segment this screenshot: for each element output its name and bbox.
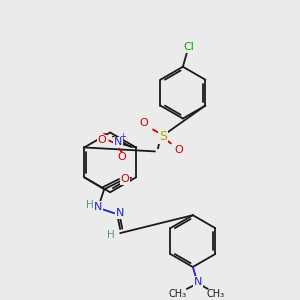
Text: N: N bbox=[194, 277, 202, 287]
Text: +: + bbox=[120, 132, 127, 141]
Text: O: O bbox=[98, 136, 106, 146]
Text: O: O bbox=[140, 118, 148, 128]
Text: Cl: Cl bbox=[183, 42, 194, 52]
Text: CH₃: CH₃ bbox=[169, 289, 187, 299]
Text: H: H bbox=[86, 200, 94, 210]
Text: O: O bbox=[175, 146, 183, 155]
Text: O: O bbox=[118, 152, 127, 162]
Text: N: N bbox=[116, 208, 124, 218]
Text: N: N bbox=[94, 202, 102, 212]
Text: H: H bbox=[107, 230, 115, 240]
Text: −: − bbox=[102, 130, 110, 140]
Text: S: S bbox=[159, 130, 167, 143]
Text: CH₃: CH₃ bbox=[207, 289, 225, 299]
Text: N: N bbox=[114, 137, 122, 148]
Text: O: O bbox=[121, 174, 130, 184]
